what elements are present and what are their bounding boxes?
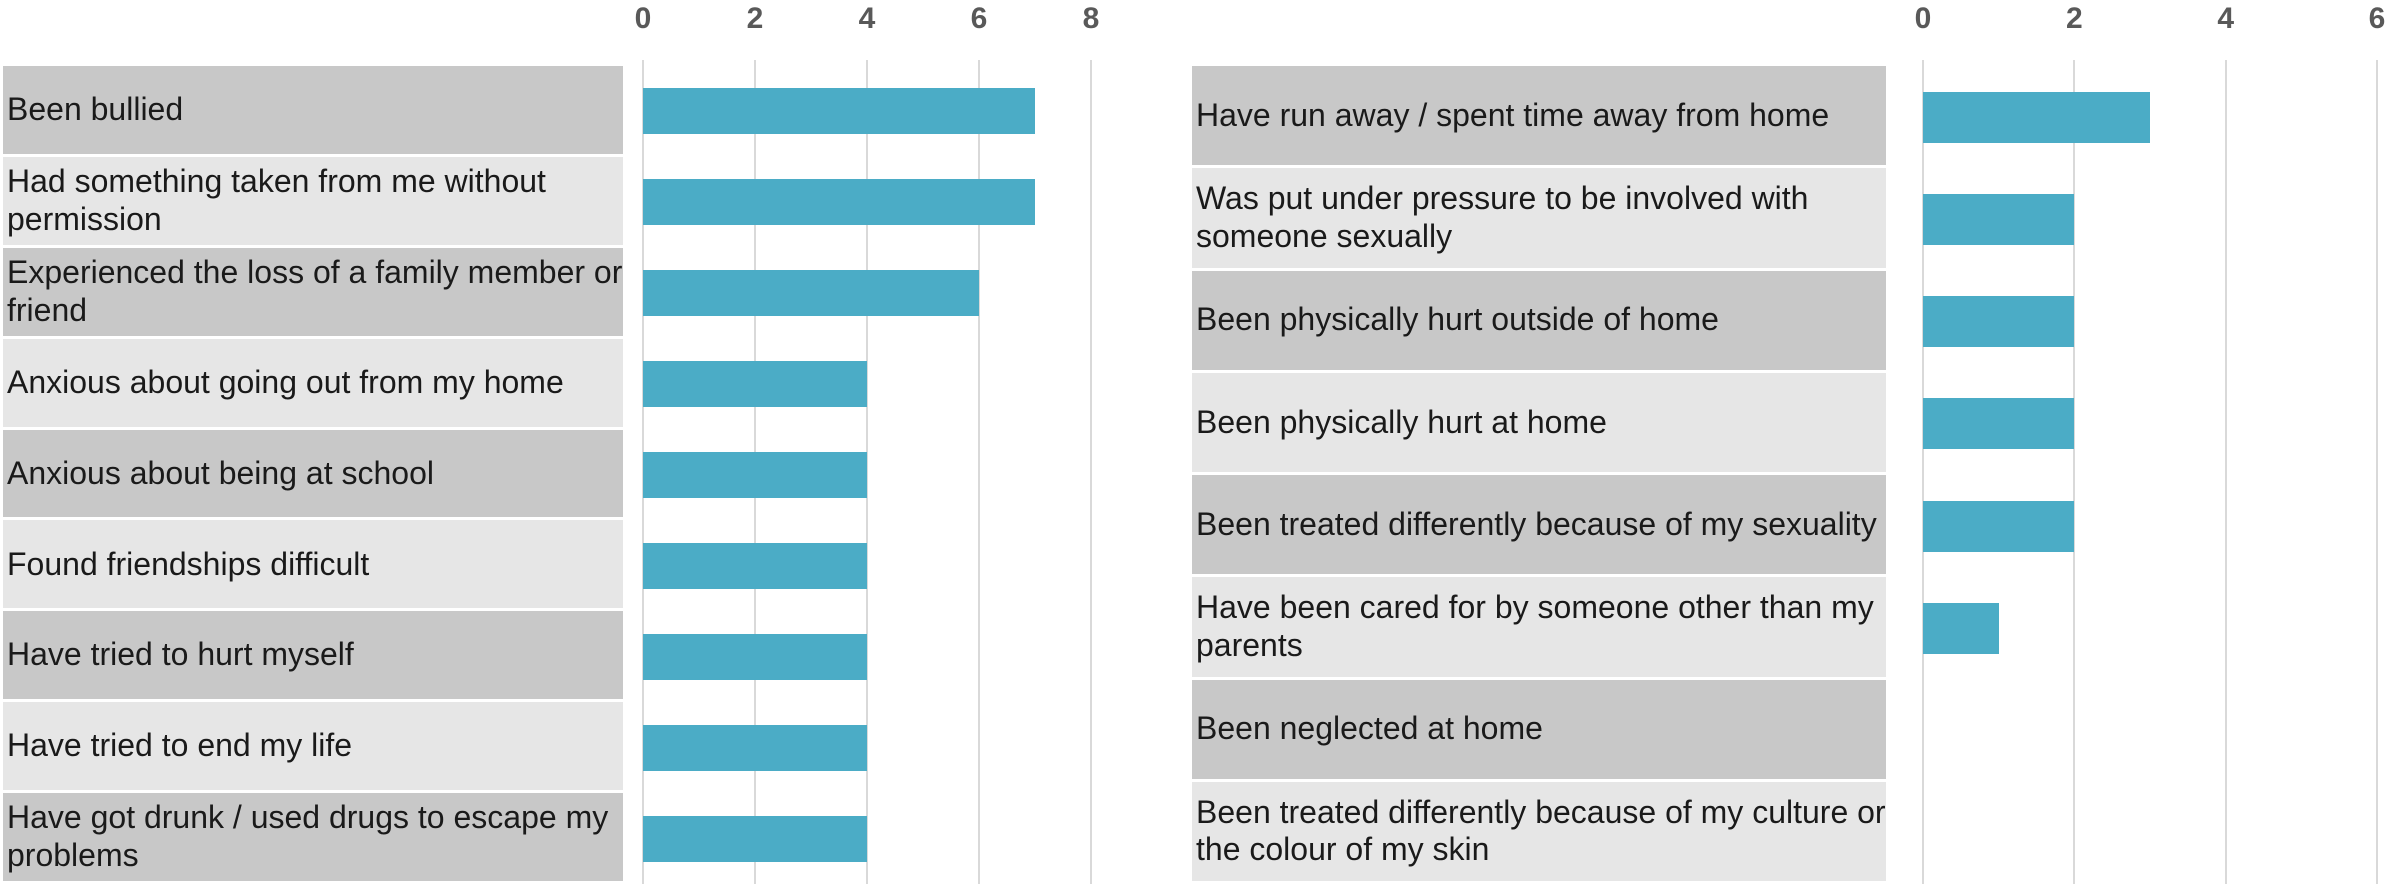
- bar: [1923, 602, 1999, 654]
- grid-line: [866, 60, 868, 884]
- x-tick-label: 6: [2368, 2, 2386, 35]
- grid-line: [2073, 60, 2076, 884]
- category-label: Have run away / spent time away from hom…: [1192, 66, 1886, 169]
- bar: [643, 452, 867, 498]
- grid-line: [2376, 60, 2378, 884]
- category-label: Been treated differently because of my c…: [1192, 781, 1886, 884]
- category-label: Been treated differently because of my s…: [1192, 475, 1886, 578]
- category-label: Found friendships difficult: [3, 520, 623, 612]
- bar: [1923, 91, 2150, 143]
- category-label: Have tried to hurt myself: [3, 611, 623, 703]
- grid-line: [2224, 60, 2227, 884]
- category-label: Been physically hurt outside of home: [1192, 270, 1886, 373]
- category-label: Have tried to end my life: [3, 702, 623, 794]
- bar: [1923, 500, 2075, 552]
- bar: [643, 815, 867, 862]
- bar: [643, 361, 867, 408]
- bar: [643, 270, 979, 317]
- category-label: Was put under pressure to be involved wi…: [1192, 168, 1886, 271]
- category-label: Anxious about going out from my home: [3, 338, 623, 430]
- bar: [643, 88, 1035, 135]
- bar: [643, 633, 867, 680]
- x-tick-label: 4: [2217, 2, 2234, 35]
- x-tick-label: 6: [970, 2, 988, 35]
- grid-line: [1090, 60, 1092, 884]
- x-tick-label: 2: [2065, 2, 2083, 35]
- category-label: Experienced the loss of a family member …: [3, 247, 623, 339]
- category-label: Have been cared for by someone other tha…: [1192, 577, 1886, 680]
- bar: [1923, 193, 2075, 245]
- category-label: Anxious about being at school: [3, 429, 623, 521]
- bar: [643, 179, 1035, 226]
- category-label: Been bullied: [3, 66, 623, 157]
- category-label: Been neglected at home: [1192, 679, 1886, 782]
- grid-line: [1922, 60, 1924, 884]
- bar: [643, 724, 867, 771]
- bar: [1923, 398, 2075, 450]
- category-label: Have got drunk / used drugs to escape my…: [3, 793, 623, 884]
- x-tick-label: 8: [1082, 2, 1100, 35]
- x-tick-label: 0: [1914, 2, 1932, 35]
- x-tick-label: 2: [746, 2, 764, 35]
- x-tick-label: 4: [858, 2, 876, 35]
- category-label: Been physically hurt at home: [1192, 372, 1886, 475]
- x-tick-label: 0: [634, 2, 652, 35]
- grid-line: [978, 60, 980, 884]
- bar: [1923, 296, 2075, 348]
- category-label: Had something taken from me without perm…: [3, 156, 623, 248]
- bar: [643, 542, 867, 589]
